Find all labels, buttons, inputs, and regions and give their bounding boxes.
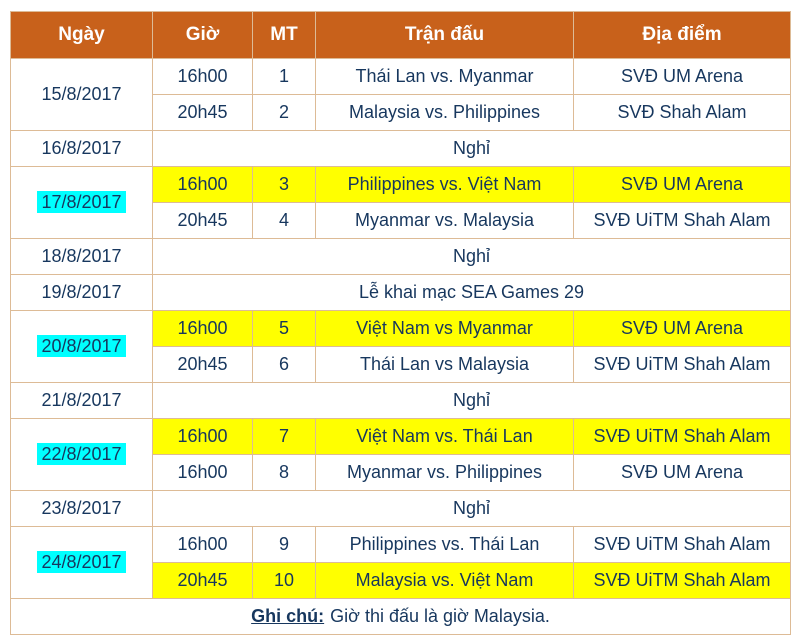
date-highlight: 17/8/2017 <box>37 191 126 213</box>
match-row: 20h45 6 Thái Lan vs Malaysia SVĐ UiTM Shah … <box>11 346 791 383</box>
match-cell: Thái Lan vs. Myanmar <box>315 58 574 95</box>
match-cell: Thái Lan vs Malaysia <box>315 346 574 383</box>
date-cell: 21/8/2017 <box>10 382 153 419</box>
time-cell: 16h00 <box>152 526 253 563</box>
date-text: 23/8/2017 <box>41 498 122 518</box>
date-cell: 22/8/2017 <box>10 418 153 491</box>
footer-note-label: Ghi chú: <box>251 606 325 626</box>
venue-cell: SVĐ UM Arena <box>573 454 791 491</box>
match-number-cell: 9 <box>252 526 316 563</box>
time-cell: 16h00 <box>152 418 253 455</box>
date-cell: 16/8/2017 <box>10 130 153 167</box>
day-note-cell: Nghỉ <box>152 130 791 167</box>
match-cell: Philippines vs. Việt Nam <box>315 166 574 203</box>
match-row: 17/8/2017 16h00 3 Philippines vs. Việt Nam S… <box>10 166 791 239</box>
header-match: Trận đấu <box>315 11 574 59</box>
venue-cell: SVĐ UiTM Shah Alam <box>573 346 791 383</box>
match-row: 20h45 4 Myanmar vs. Malaysia SVĐ UiTM Shah … <box>11 202 791 239</box>
date-cell: 24/8/2017 <box>10 526 153 599</box>
day-note-row: 23/8/2017 Nghỉ <box>10 490 791 527</box>
date-text: 15/8/2017 <box>41 84 122 104</box>
table-footer: Ghi chú: Giờ thi đấu là giờ Malaysia. <box>10 598 791 635</box>
venue-cell: SVĐ UM Arena <box>573 166 791 203</box>
time-cell: 20h45 <box>152 94 253 131</box>
day-note-row: 19/8/2017 Lễ khai mạc SEA Games 29 <box>10 274 791 311</box>
venue-cell: SVĐ UiTM Shah Alam <box>573 526 791 563</box>
match-number-cell: 7 <box>252 418 316 455</box>
match-row: 22/8/2017 16h00 7 Việt Nam vs. Thái Lan SVĐ … <box>10 418 791 491</box>
date-cell: 19/8/2017 <box>10 274 153 311</box>
venue-cell: SVĐ UM Arena <box>573 58 791 95</box>
time-cell: 16h00 <box>152 310 253 347</box>
day-note-cell: Nghỉ <box>152 490 791 527</box>
time-cell: 20h45 <box>152 346 253 383</box>
header-row: Ngày Giờ MT Trận đấu Địa điểm <box>10 11 791 59</box>
match-row: 20h45 10 Malaysia vs. Việt Nam SVĐ UiTM Sha… <box>11 562 791 599</box>
day-note-cell: Nghỉ <box>152 238 791 275</box>
match-row: 20/8/2017 16h00 5 Việt Nam vs Myanmar SVĐ UM… <box>10 310 791 383</box>
match-number-cell: 4 <box>252 202 316 239</box>
venue-cell: SVĐ UM Arena <box>573 310 791 347</box>
match-cell: Việt Nam vs. Thái Lan <box>315 418 574 455</box>
header-match-number: MT <box>252 11 316 59</box>
match-number-cell: 2 <box>252 94 316 131</box>
day-note-cell: Nghỉ <box>152 382 791 419</box>
date-highlight: 20/8/2017 <box>37 335 126 357</box>
date-cell: 17/8/2017 <box>10 166 153 239</box>
match-row: 24/8/2017 16h00 9 Philippines vs. Thái Lan S… <box>10 526 791 599</box>
venue-cell: SVĐ UiTM Shah Alam <box>573 202 791 239</box>
time-cell: 20h45 <box>152 562 253 599</box>
match-cell: Myanmar vs. Philippines <box>315 454 574 491</box>
match-row: 15/8/2017 16h00 1 Thái Lan vs. Myanmar SVĐ U… <box>10 58 791 131</box>
match-row: 16h00 8 Myanmar vs. Philippines SVĐ UM Aren… <box>11 454 791 491</box>
time-cell: 16h00 <box>152 454 253 491</box>
date-text: 16/8/2017 <box>41 138 122 158</box>
date-highlight: 24/8/2017 <box>37 551 126 573</box>
date-cell: 15/8/2017 <box>10 58 153 131</box>
date-cell: 18/8/2017 <box>10 238 153 275</box>
schedule-table: Ngày Giờ MT Trận đấu Địa điểm 15/8/2017 1… <box>10 11 791 635</box>
day-note-row: 18/8/2017 Nghỉ <box>10 238 791 275</box>
venue-cell: SVĐ UiTM Shah Alam <box>573 418 791 455</box>
header-venue: Địa điểm <box>573 11 791 59</box>
match-number-cell: 1 <box>252 58 316 95</box>
footer-note-cell: Ghi chú: Giờ thi đấu là giờ Malaysia. <box>10 598 791 635</box>
match-cell: Philippines vs. Thái Lan <box>315 526 574 563</box>
footer-note-text: Giờ thi đấu là giờ Malaysia. <box>330 606 550 626</box>
match-cell: Malaysia vs. Philippines <box>315 94 574 131</box>
match-cell: Việt Nam vs Myanmar <box>315 310 574 347</box>
date-highlight: 22/8/2017 <box>37 443 126 465</box>
table-header: Ngày Giờ MT Trận đấu Địa điểm <box>10 11 791 59</box>
venue-cell: SVĐ Shah Alam <box>573 94 791 131</box>
time-cell: 20h45 <box>152 202 253 239</box>
match-number-cell: 10 <box>252 562 316 599</box>
match-cell: Myanmar vs. Malaysia <box>315 202 574 239</box>
venue-cell: SVĐ UiTM Shah Alam <box>573 562 791 599</box>
table-body: 15/8/2017 16h00 1 Thái Lan vs. Myanmar SVĐ U… <box>10 58 791 599</box>
match-number-cell: 5 <box>252 310 316 347</box>
match-number-cell: 3 <box>252 166 316 203</box>
day-note-cell: Lễ khai mạc SEA Games 29 <box>152 274 791 311</box>
date-text: 19/8/2017 <box>41 282 122 302</box>
match-number-cell: 6 <box>252 346 316 383</box>
time-cell: 16h00 <box>152 166 253 203</box>
date-cell: 23/8/2017 <box>10 490 153 527</box>
header-date: Ngày <box>10 11 153 59</box>
time-cell: 16h00 <box>152 58 253 95</box>
date-cell: 20/8/2017 <box>10 310 153 383</box>
date-text: 18/8/2017 <box>41 246 122 266</box>
match-number-cell: 8 <box>252 454 316 491</box>
match-cell: Malaysia vs. Việt Nam <box>315 562 574 599</box>
day-note-row: 21/8/2017 Nghỉ <box>10 382 791 419</box>
header-time: Giờ <box>152 11 253 59</box>
date-text: 21/8/2017 <box>41 390 122 410</box>
day-note-row: 16/8/2017 Nghỉ <box>10 130 791 167</box>
footer-row: Ghi chú: Giờ thi đấu là giờ Malaysia. <box>10 598 791 635</box>
